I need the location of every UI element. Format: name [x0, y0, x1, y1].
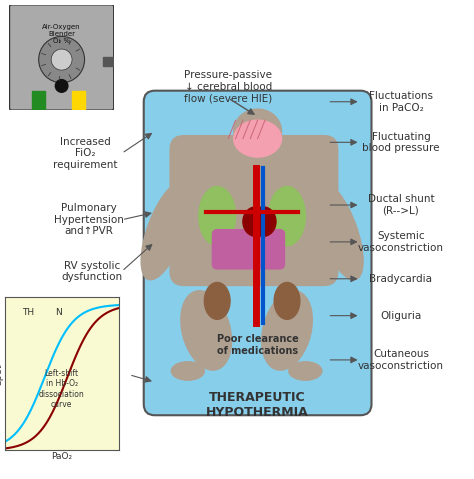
X-axis label: PaO₂: PaO₂: [51, 452, 72, 461]
Text: Systemic
vasoconstriction: Systemic vasoconstriction: [358, 231, 444, 253]
Ellipse shape: [314, 182, 363, 280]
Ellipse shape: [199, 187, 236, 246]
Text: Left-shift
in Hb-O₂
dissociation
curve: Left-shift in Hb-O₂ dissociation curve: [39, 369, 84, 409]
Ellipse shape: [171, 362, 204, 380]
Text: Pressure-passive
↓ cerebral blood
flow (severe HIE): Pressure-passive ↓ cerebral blood flow (…: [184, 70, 273, 103]
Text: Fluctuating
blood pressure: Fluctuating blood pressure: [362, 132, 440, 153]
Text: THERAPEUTIC
HYPOTHERMIA: THERAPEUTIC HYPOTHERMIA: [206, 391, 309, 419]
Text: Increased
FiO₂
requirement: Increased FiO₂ requirement: [53, 137, 117, 170]
Ellipse shape: [234, 120, 282, 157]
Text: Fluctuations
in PaCO₂: Fluctuations in PaCO₂: [369, 91, 433, 113]
Bar: [32, 91, 45, 110]
FancyBboxPatch shape: [170, 135, 338, 286]
Text: Bradycardia: Bradycardia: [369, 274, 432, 284]
Ellipse shape: [181, 291, 231, 370]
Ellipse shape: [141, 182, 191, 280]
Y-axis label: SpO₂: SpO₂: [0, 363, 3, 385]
Ellipse shape: [234, 109, 282, 153]
Text: Pulmonary
Hypertension
and↑PVR: Pulmonary Hypertension and↑PVR: [54, 203, 124, 236]
Bar: [72, 91, 84, 110]
Ellipse shape: [262, 291, 312, 370]
Ellipse shape: [204, 283, 230, 319]
Text: Ductal shunt
(R-->L): Ductal shunt (R-->L): [367, 194, 434, 216]
Text: RV systolic
dysfunction: RV systolic dysfunction: [62, 261, 123, 282]
Ellipse shape: [269, 187, 305, 246]
Text: Air-Oxygen
Blender
O₂ %: Air-Oxygen Blender O₂ %: [42, 24, 81, 44]
Circle shape: [51, 49, 72, 70]
FancyBboxPatch shape: [9, 5, 114, 110]
Text: TH: TH: [22, 308, 34, 318]
Bar: [103, 57, 114, 66]
Text: Cutaneous
vasoconstriction: Cutaneous vasoconstriction: [358, 349, 444, 371]
Circle shape: [39, 36, 84, 83]
Circle shape: [55, 80, 68, 92]
Ellipse shape: [289, 362, 322, 380]
Text: N: N: [55, 308, 62, 318]
Ellipse shape: [250, 207, 276, 236]
FancyBboxPatch shape: [144, 91, 372, 415]
Ellipse shape: [274, 283, 300, 319]
FancyBboxPatch shape: [212, 229, 285, 270]
Text: Poor clearance
of medications: Poor clearance of medications: [217, 334, 299, 356]
Ellipse shape: [243, 207, 269, 236]
Text: Oliguria: Oliguria: [380, 311, 421, 320]
